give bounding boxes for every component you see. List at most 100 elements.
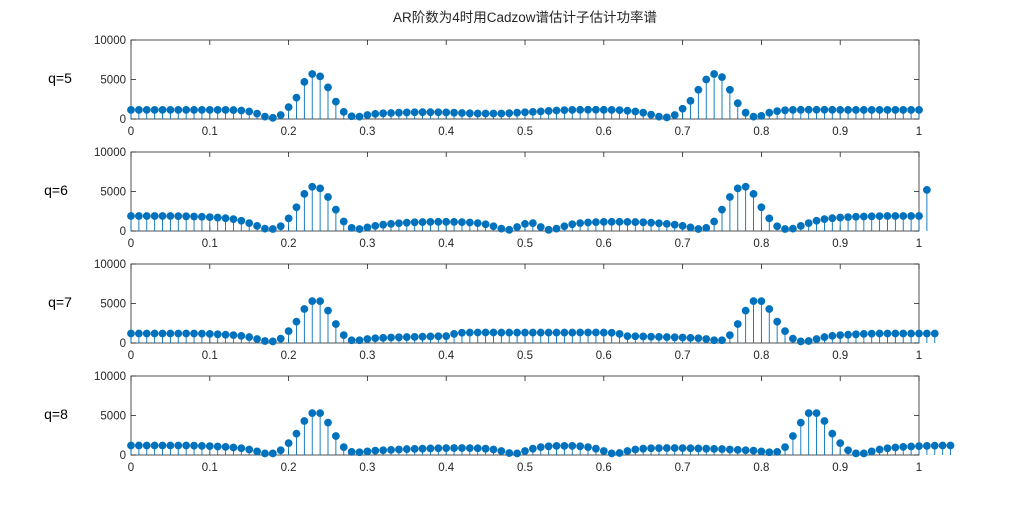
stem-marker (190, 329, 198, 338)
x-tick-label: 0.2 (281, 238, 297, 250)
stem-marker (308, 297, 317, 306)
stem-marker (694, 85, 703, 94)
stem-marker (607, 449, 616, 458)
x-tick-label: 0.9 (832, 350, 848, 362)
x-tick-label: 0.2 (281, 462, 297, 474)
stem-marker (915, 442, 923, 451)
stem-marker (253, 447, 261, 456)
stem-marker (528, 444, 537, 453)
subplots: q=50 0.1 0.2 0.3 0.4 0.5 0.6 0.7 0.8 0.9 105000100… (44, 35, 955, 474)
x-tick-label: 0 (128, 126, 134, 138)
stem-marker (276, 222, 285, 231)
stem-marker (395, 445, 403, 454)
stem-marker (450, 108, 458, 117)
stem-marker (261, 112, 269, 121)
stem-marker (324, 193, 332, 201)
stem-marker (576, 442, 585, 451)
x-tick-label: 0.3 (359, 238, 375, 250)
stem-marker (930, 441, 939, 450)
stem-marker (182, 329, 191, 338)
stem-marker (615, 330, 624, 338)
x-tick-label: 1 (916, 350, 922, 362)
stem-marker (875, 329, 884, 338)
stem-marker (513, 223, 522, 231)
stem-marker (237, 216, 246, 225)
x-tick-label: 0.8 (753, 238, 769, 250)
stem-marker (355, 448, 364, 457)
x-tick-label: 0.3 (359, 350, 375, 362)
y-tick-label: 5000 (100, 299, 126, 311)
stem-marker (379, 333, 388, 342)
stem-marker (347, 223, 356, 232)
stem-marker (599, 328, 608, 337)
stem-marker (725, 193, 734, 201)
stem-marker (710, 70, 719, 78)
stem-marker (261, 449, 269, 458)
stem-marker (915, 106, 923, 114)
stem-marker (174, 212, 183, 221)
stem-marker (844, 330, 852, 339)
stem-marker (749, 189, 758, 198)
stem-marker (670, 444, 679, 452)
stem-marker (576, 105, 585, 114)
stem-marker (725, 85, 734, 94)
stem-marker (749, 297, 758, 306)
stem-marker (418, 108, 427, 117)
stem-marker (836, 331, 845, 339)
stem-marker (308, 409, 317, 418)
stem-marker (804, 105, 813, 114)
stem-marker (639, 332, 648, 341)
stem-marker (379, 446, 388, 455)
x-tick-label: 0 (128, 238, 134, 250)
stem-marker (592, 444, 600, 453)
stem-marker (536, 328, 545, 337)
stem-marker (442, 332, 451, 341)
x-tick-label: 0 (128, 462, 134, 474)
stem-marker (127, 441, 135, 450)
stem-marker (339, 331, 348, 339)
stem-marker (639, 108, 648, 117)
stem-marker (284, 103, 293, 112)
stem-marker (812, 335, 821, 343)
x-tick-label: 0.5 (517, 350, 533, 362)
stem-marker (718, 205, 726, 214)
x-tick-label: 0.3 (359, 462, 375, 474)
x-tick-label: 0.7 (675, 238, 691, 250)
stem-marker (268, 225, 277, 233)
stem-marker (796, 337, 805, 346)
x-tick-label: 1 (916, 462, 922, 474)
stem-marker (174, 106, 183, 114)
stem-marker (907, 212, 916, 220)
stem-marker (804, 337, 813, 345)
stem-marker (702, 223, 711, 232)
stem-marker (268, 337, 277, 346)
stem-marker (678, 333, 687, 342)
stem-marker (198, 442, 206, 450)
stem-marker (521, 447, 529, 455)
stem-marker (733, 445, 742, 454)
subplot-3: q=7 0 0.1 0.2 0.3 0.4 0.5 0.6 0.7 0.8 0.9 1 0 5000 100… (48, 259, 939, 362)
stem-marker (528, 219, 537, 227)
stem-marker (134, 106, 143, 114)
x-tick-label: 0.7 (675, 350, 691, 362)
stem-marker (725, 331, 734, 339)
stem-marker (599, 105, 608, 114)
stem-marker (544, 107, 553, 115)
stem-marker (150, 106, 159, 114)
stem-marker (796, 105, 805, 114)
stem-marker (497, 224, 506, 233)
stem-marker (528, 107, 537, 116)
stem-marker (292, 93, 301, 102)
stem-marker (631, 107, 640, 116)
subplot-2: q=6 0 0.1 0.2 0.3 0.4 0.5 0.6 0.7 0.8 0.9 1 0 5000 100… (44, 147, 931, 250)
stem-marker (552, 224, 561, 233)
stem-marker (615, 217, 624, 226)
stem-marker (221, 106, 230, 114)
stem-marker (142, 441, 151, 450)
stem-marker (773, 222, 782, 231)
stem-marker (820, 417, 829, 425)
stem-marker (497, 328, 506, 337)
stem-marker (458, 328, 466, 337)
stem-marker (852, 449, 860, 458)
stem-marker (828, 429, 837, 438)
